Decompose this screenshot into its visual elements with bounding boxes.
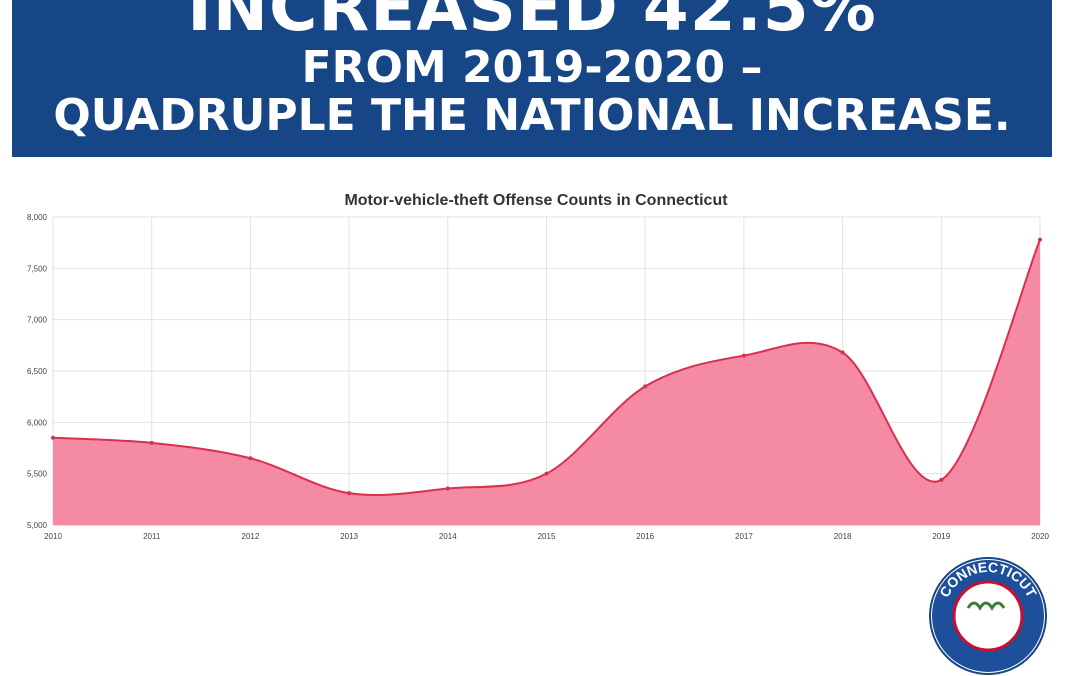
data-point [51,435,55,440]
headline-banner: INCREASED 42.5% FROM 2019-2020 – QUADRUP… [12,0,1052,157]
x-tick-label: 2017 [735,532,753,541]
y-tick-label: 6,000 [27,418,48,427]
x-tick-label: 2016 [636,532,654,541]
x-tick-label: 2019 [932,532,950,541]
headline-line-1: INCREASED 42.5% [187,0,877,46]
chart-title: Motor-vehicle-theft Offense Counts in Co… [344,192,728,209]
x-tick-label: 2018 [834,532,852,541]
data-points [51,237,1042,496]
x-tick-label: 2015 [538,532,556,541]
y-tick-label: 8,000 [27,213,48,222]
x-tick-label: 2013 [340,532,358,541]
data-point [643,384,648,389]
data-point [149,440,154,445]
data-point [248,456,253,461]
area-line [52,239,1041,497]
y-tick-label: 6,500 [27,367,48,376]
y-axis-ticks: 5,000 5,500 6,000 6,500 7,000 7,500 8,000 [27,213,48,530]
x-tick-label: 2010 [44,532,62,541]
data-point [840,350,845,355]
x-tick-label: 2020 [1031,532,1049,541]
headline-line-3: QUADRUPLE THE NATIONAL INCREASE. [53,90,1011,141]
x-tick-label: 2014 [439,532,457,541]
connecticut-seal-icon: CONNECTICUT [929,557,1047,675]
x-tick-label: 2011 [143,532,161,541]
x-axis-ticks: 2010 2011 2012 2013 2014 2015 2016 2017 2018 2019… [44,532,1049,541]
data-point [939,477,944,482]
data-point [544,471,549,476]
y-tick-label: 5,000 [27,521,48,530]
area-fill [53,239,1040,525]
x-tick-label: 2012 [242,532,260,541]
data-point [741,353,746,358]
y-tick-label: 7,000 [27,316,48,325]
y-tick-label: 5,500 [27,470,48,479]
headline-line-2: FROM 2019-2020 – [301,42,763,93]
data-point [1038,237,1042,242]
data-point [445,486,450,491]
y-tick-label: 7,500 [27,264,48,273]
motor-vehicle-theft-chart: Motor-vehicle-theft Offense Counts in Co… [27,192,1049,541]
area-series [52,239,1041,525]
data-point [347,491,352,496]
